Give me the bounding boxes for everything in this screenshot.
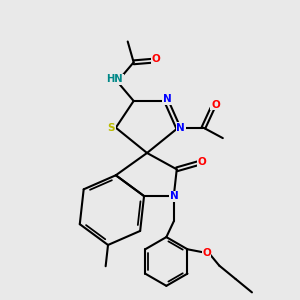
Text: N: N [163,94,171,104]
Text: O: O [202,248,211,258]
Text: N: N [176,123,185,133]
Text: O: O [211,100,220,110]
Text: O: O [198,157,206,167]
Text: O: O [152,54,160,64]
Text: S: S [108,123,115,133]
Text: HN: HN [106,74,123,84]
Text: N: N [170,191,179,201]
